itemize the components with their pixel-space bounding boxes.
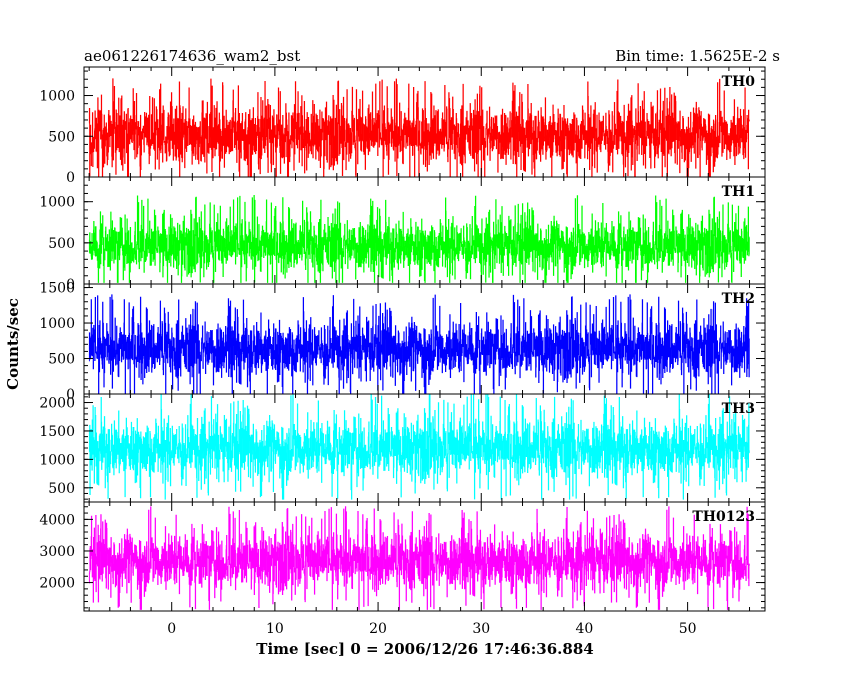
panel-label-th0: TH0 bbox=[722, 74, 756, 90]
panel-label-th0123: TH0123 bbox=[692, 509, 755, 525]
panel-th3: 500 1000 1500 2000 TH3 bbox=[39, 393, 766, 503]
series-line-th0123 bbox=[88, 506, 750, 610]
y-axis-title: Counts/sec bbox=[4, 298, 22, 390]
y-tick-label: 2000 bbox=[39, 396, 75, 412]
panel-frame bbox=[83, 501, 766, 612]
panel-th0123: 2000 3000 4000 TH0123 bbox=[39, 501, 766, 612]
x-tick-label: 20 bbox=[369, 621, 387, 637]
chart-title: ae061226174636_wam2_bst bbox=[84, 47, 300, 65]
y-tick-label: 3000 bbox=[39, 544, 75, 560]
y-tick-label: 0 bbox=[66, 170, 75, 186]
x-tick-label: 40 bbox=[576, 621, 594, 637]
y-tick-label: 0 bbox=[66, 387, 75, 403]
x-axis: 0 10 20 30 40 50 bbox=[167, 621, 696, 637]
x-axis-title: Time [sec] 0 = 2006/12/26 17:46:36.884 bbox=[256, 640, 593, 658]
bin-time-label: Bin time: 1.5625E-2 s bbox=[615, 47, 780, 65]
y-tick-label: 500 bbox=[48, 236, 75, 252]
panel-label-th2: TH2 bbox=[722, 291, 755, 307]
y-tick-label: 1000 bbox=[39, 89, 75, 105]
y-tick-label: 500 bbox=[48, 481, 75, 497]
panel-label-th3: TH3 bbox=[722, 401, 755, 417]
y-tick-label: 500 bbox=[48, 129, 75, 145]
y-tick-label: 4000 bbox=[39, 512, 75, 528]
panel-th2: 0 500 1000 1500 TH2 bbox=[39, 281, 766, 403]
panel-th1: 0 500 1000 TH1 bbox=[39, 176, 766, 293]
panel-label-th1: TH1 bbox=[722, 184, 755, 200]
series-line-th2 bbox=[88, 294, 750, 394]
y-tick-label: 1500 bbox=[39, 281, 75, 297]
y-tick-label: 0 bbox=[66, 277, 75, 293]
y-tick-label: 1000 bbox=[39, 195, 75, 211]
y-tick-label: 1500 bbox=[39, 424, 75, 440]
panels-group: 0 500 1000 TH0 0 500 1000 TH1 0 500 1000 1500 TH2 500… bbox=[39, 66, 766, 612]
x-tick-label: 50 bbox=[679, 621, 697, 637]
series-line-th0 bbox=[88, 78, 750, 177]
y-tick-label: 2000 bbox=[39, 576, 75, 592]
y-tick-label: 1000 bbox=[39, 452, 75, 468]
panel-th0: 0 500 1000 TH0 bbox=[39, 66, 766, 186]
series-line-th1 bbox=[88, 195, 750, 283]
x-tick-label: 30 bbox=[472, 621, 490, 637]
x-tick-label: 10 bbox=[266, 621, 284, 637]
y-tick-label: 500 bbox=[48, 352, 75, 368]
y-tick-label: 1000 bbox=[39, 316, 75, 332]
x-tick-label: 0 bbox=[167, 621, 176, 637]
series-line-th3 bbox=[88, 394, 750, 500]
